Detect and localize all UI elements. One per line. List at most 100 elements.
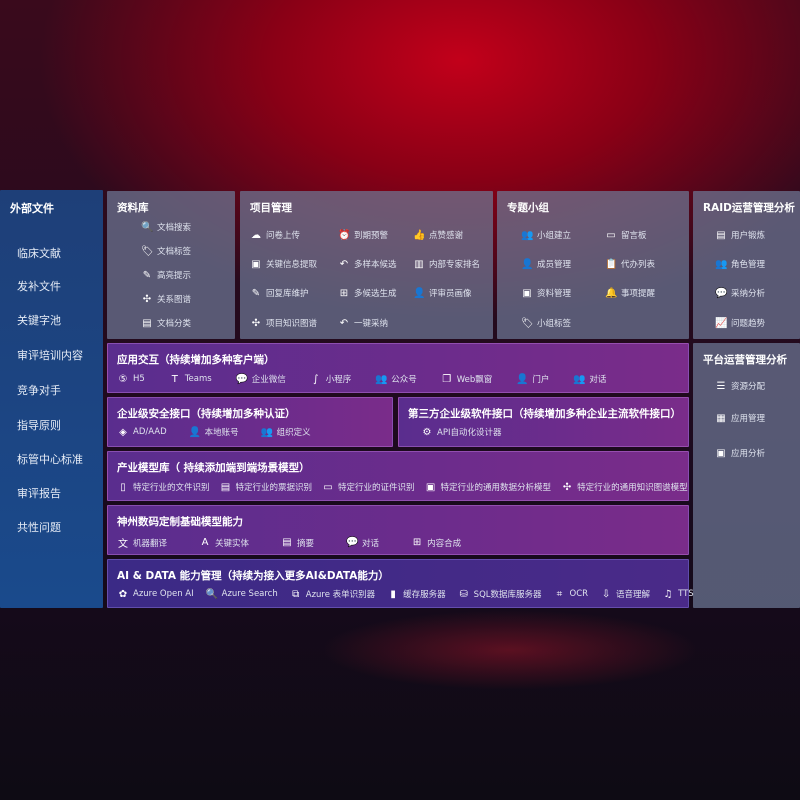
sidebar-item[interactable]: 关键字池 [17,314,61,327]
project-item[interactable]: ⏰ 到期预警 [338,229,388,242]
project-item[interactable]: ↶ 多样本候选 [338,258,397,271]
security-item[interactable]: ◈ AD/AAD [117,426,167,438]
topic-item[interactable]: ▣ 资料管理 [521,287,571,300]
sidebar-item[interactable]: 审评培训内容 [17,349,83,362]
project-item[interactable]: ▥ 内部专家排名 [413,258,480,271]
bell-icon: 🔔 [605,287,618,299]
project-item[interactable]: ⊞ 多候选生成 [338,287,397,300]
sql-database-icon: ⛁ [459,588,468,600]
aidata-item[interactable]: 🔍 Azure Search [206,588,278,600]
cache-server-icon: ▮ [390,588,396,600]
library-item[interactable]: ✎ 高亮提示 [141,269,191,282]
interaction-item[interactable]: 👥 对话 [573,373,606,386]
topic-item[interactable]: 👥 小组建立 [521,229,571,242]
library-item[interactable]: 🔍 文档搜索 [141,221,191,234]
library-title: 资料库 [117,202,149,214]
receipt-icon: ▤ [220,481,231,493]
organization-icon: 👥 [260,426,274,438]
sidebar-item[interactable]: 审评报告 [17,487,61,500]
wechat-work-icon: 💬 [235,373,249,385]
aidata-item[interactable]: ⧉ Azure 表单识别器 [290,588,375,601]
raid-item[interactable]: 💬 采纳分析 [715,287,765,300]
aidata-item[interactable]: ✿ Azure Open AI [117,588,194,600]
raid-item[interactable]: ▤ 用户锻炼 [715,229,765,242]
interaction-item[interactable]: 👤 门户 [516,373,549,386]
project-item[interactable]: ☁ 问卷上传 [250,229,300,242]
topic-title: 专题小组 [507,202,549,214]
project-item[interactable]: ▣ 关键信息提取 [250,258,317,271]
foundation-item[interactable]: ▤ 摘要 [281,535,314,550]
industry-item[interactable]: ✣ 特定行业的通用知识图谱模型 [561,481,688,494]
search-icon: 🔍 [205,588,219,600]
interaction-item[interactable]: T Teams [169,373,212,385]
topic-item[interactable]: 👤 成员管理 [521,258,571,271]
library-item-label: 关系图谱 [157,295,192,305]
background-glow [320,610,700,690]
topic-item[interactable]: ▭ 留言板 [605,229,646,242]
raid-item-label: 问题趋势 [731,319,766,329]
tag-icon: 🏷 [141,245,154,257]
interaction-item[interactable]: ❐ Web飘窗 [441,373,492,386]
industry-item-label: 特定行业的通用数据分析模型 [440,483,552,493]
foundation-item-label: 对话 [362,538,380,549]
project-panel: 项目管理 ☁ 问卷上传 ⏰ 到期预警 👍 点赞感谢 ▣ 关键信息提取 ↶ 多样本候选 ▥ 内部专家排名… [240,191,493,339]
foundation-item[interactable]: ⊞ 内容合成 [411,535,461,550]
aidata-item-label: SQL数据库服务器 [473,590,542,600]
project-item[interactable]: 👍 点赞感谢 [413,229,463,242]
sidebar-item[interactable]: 共性问题 [17,521,61,534]
raid-item[interactable]: 📈 问题趋势 [715,317,766,330]
sidebar-item[interactable]: 竞争对手 [17,384,61,397]
entity-icon: A [201,537,209,548]
topic-item[interactable]: 📋 代办列表 [605,258,655,271]
thirdparty-item[interactable]: ⚙ API自动化设计器 [421,426,502,439]
chat-bubble-icon: 💬 [346,537,359,548]
platform-item[interactable]: ▦ 应用管理 [715,412,765,425]
sidebar-item[interactable]: 标管中心标准 [17,453,83,466]
security-item[interactable]: 👤 本地账号 [189,426,239,439]
foundation-item[interactable]: 💬 对话 [346,535,379,550]
thirdparty-panel: 第三方企业级软件接口（持续增加多种企业主流软件接口） ⚙ API自动化设计器 [398,397,689,447]
project-item[interactable]: ✎ 回复库维护 [250,287,309,300]
raid-item[interactable]: 👥 角色管理 [715,258,765,271]
interaction-item[interactable]: 👥 公众号 [375,373,417,386]
topic-item[interactable]: 🔔 事项提醒 [605,287,655,300]
interaction-item-label: 公众号 [391,375,417,385]
sidebar-item[interactable]: 发补文件 [17,280,61,293]
cloud-upload-icon: ☁ [251,229,261,241]
aidata-item[interactable]: ⌗ OCR [554,588,588,600]
library-item[interactable]: ✣ 关系图谱 [141,293,192,306]
interaction-item[interactable]: ⑤ H5 [117,373,145,385]
aidata-item[interactable]: ▮ 缓存服务器 [387,588,446,601]
platform-item[interactable]: ▣ 应用分析 [715,447,765,460]
interaction-item-label: 企业微信 [251,375,286,385]
aidata-item[interactable]: ⇩ 语音理解 [600,588,650,601]
foundation-item[interactable]: A 关键实体 [199,535,249,550]
web-window-icon: ❐ [442,373,452,385]
aidata-item[interactable]: ♫ TTS [662,588,694,600]
project-item[interactable]: ✣ 项目知识图谱 [250,317,317,330]
project-item[interactable]: ↶ 一键采纳 [338,317,388,330]
interaction-item[interactable]: 💬 企业微信 [235,373,286,386]
project-item[interactable]: 👤 评审员画像 [413,287,472,300]
analytics-icon: ▣ [716,447,726,459]
platform-item[interactable]: ☰ 资源分配 [715,380,766,393]
industry-item[interactable]: ▭ 特定行业的证件识别 [322,481,414,494]
ai-data-panel: AI & DATA 能力管理（持续为接入更多AI&DATA能力） ✿ Azure … [107,559,694,608]
industry-item[interactable]: ▤ 特定行业的票据识别 [220,481,312,494]
puzzle-icon: ⊞ [339,287,349,299]
security-item[interactable]: 👥 组织定义 [260,426,311,439]
azure-ad-icon: ◈ [119,426,127,438]
library-item[interactable]: 🏷 文档标签 [141,245,191,258]
library-item[interactable]: ▤ 文档分类 [141,317,191,330]
aidata-item-label: 缓存服务器 [403,590,446,600]
id-card-icon: ▤ [716,229,726,241]
interaction-item[interactable]: ∫ 小程序 [310,373,351,386]
topic-item[interactable]: 🏷 小组标签 [521,317,571,330]
industry-item[interactable]: ▯ 特定行业的文件识别 [117,481,209,494]
foundation-item[interactable]: 文机器翻译 [117,535,167,551]
sidebar-item[interactable]: 指导原则 [17,419,61,432]
industry-item[interactable]: ▣ 特定行业的通用数据分析模型 [425,481,552,494]
sidebar-item[interactable]: 临床文献 [17,247,61,260]
reply-icon: ↶ [339,317,349,329]
aidata-item[interactable]: ⛁ SQL数据库服务器 [458,588,542,601]
